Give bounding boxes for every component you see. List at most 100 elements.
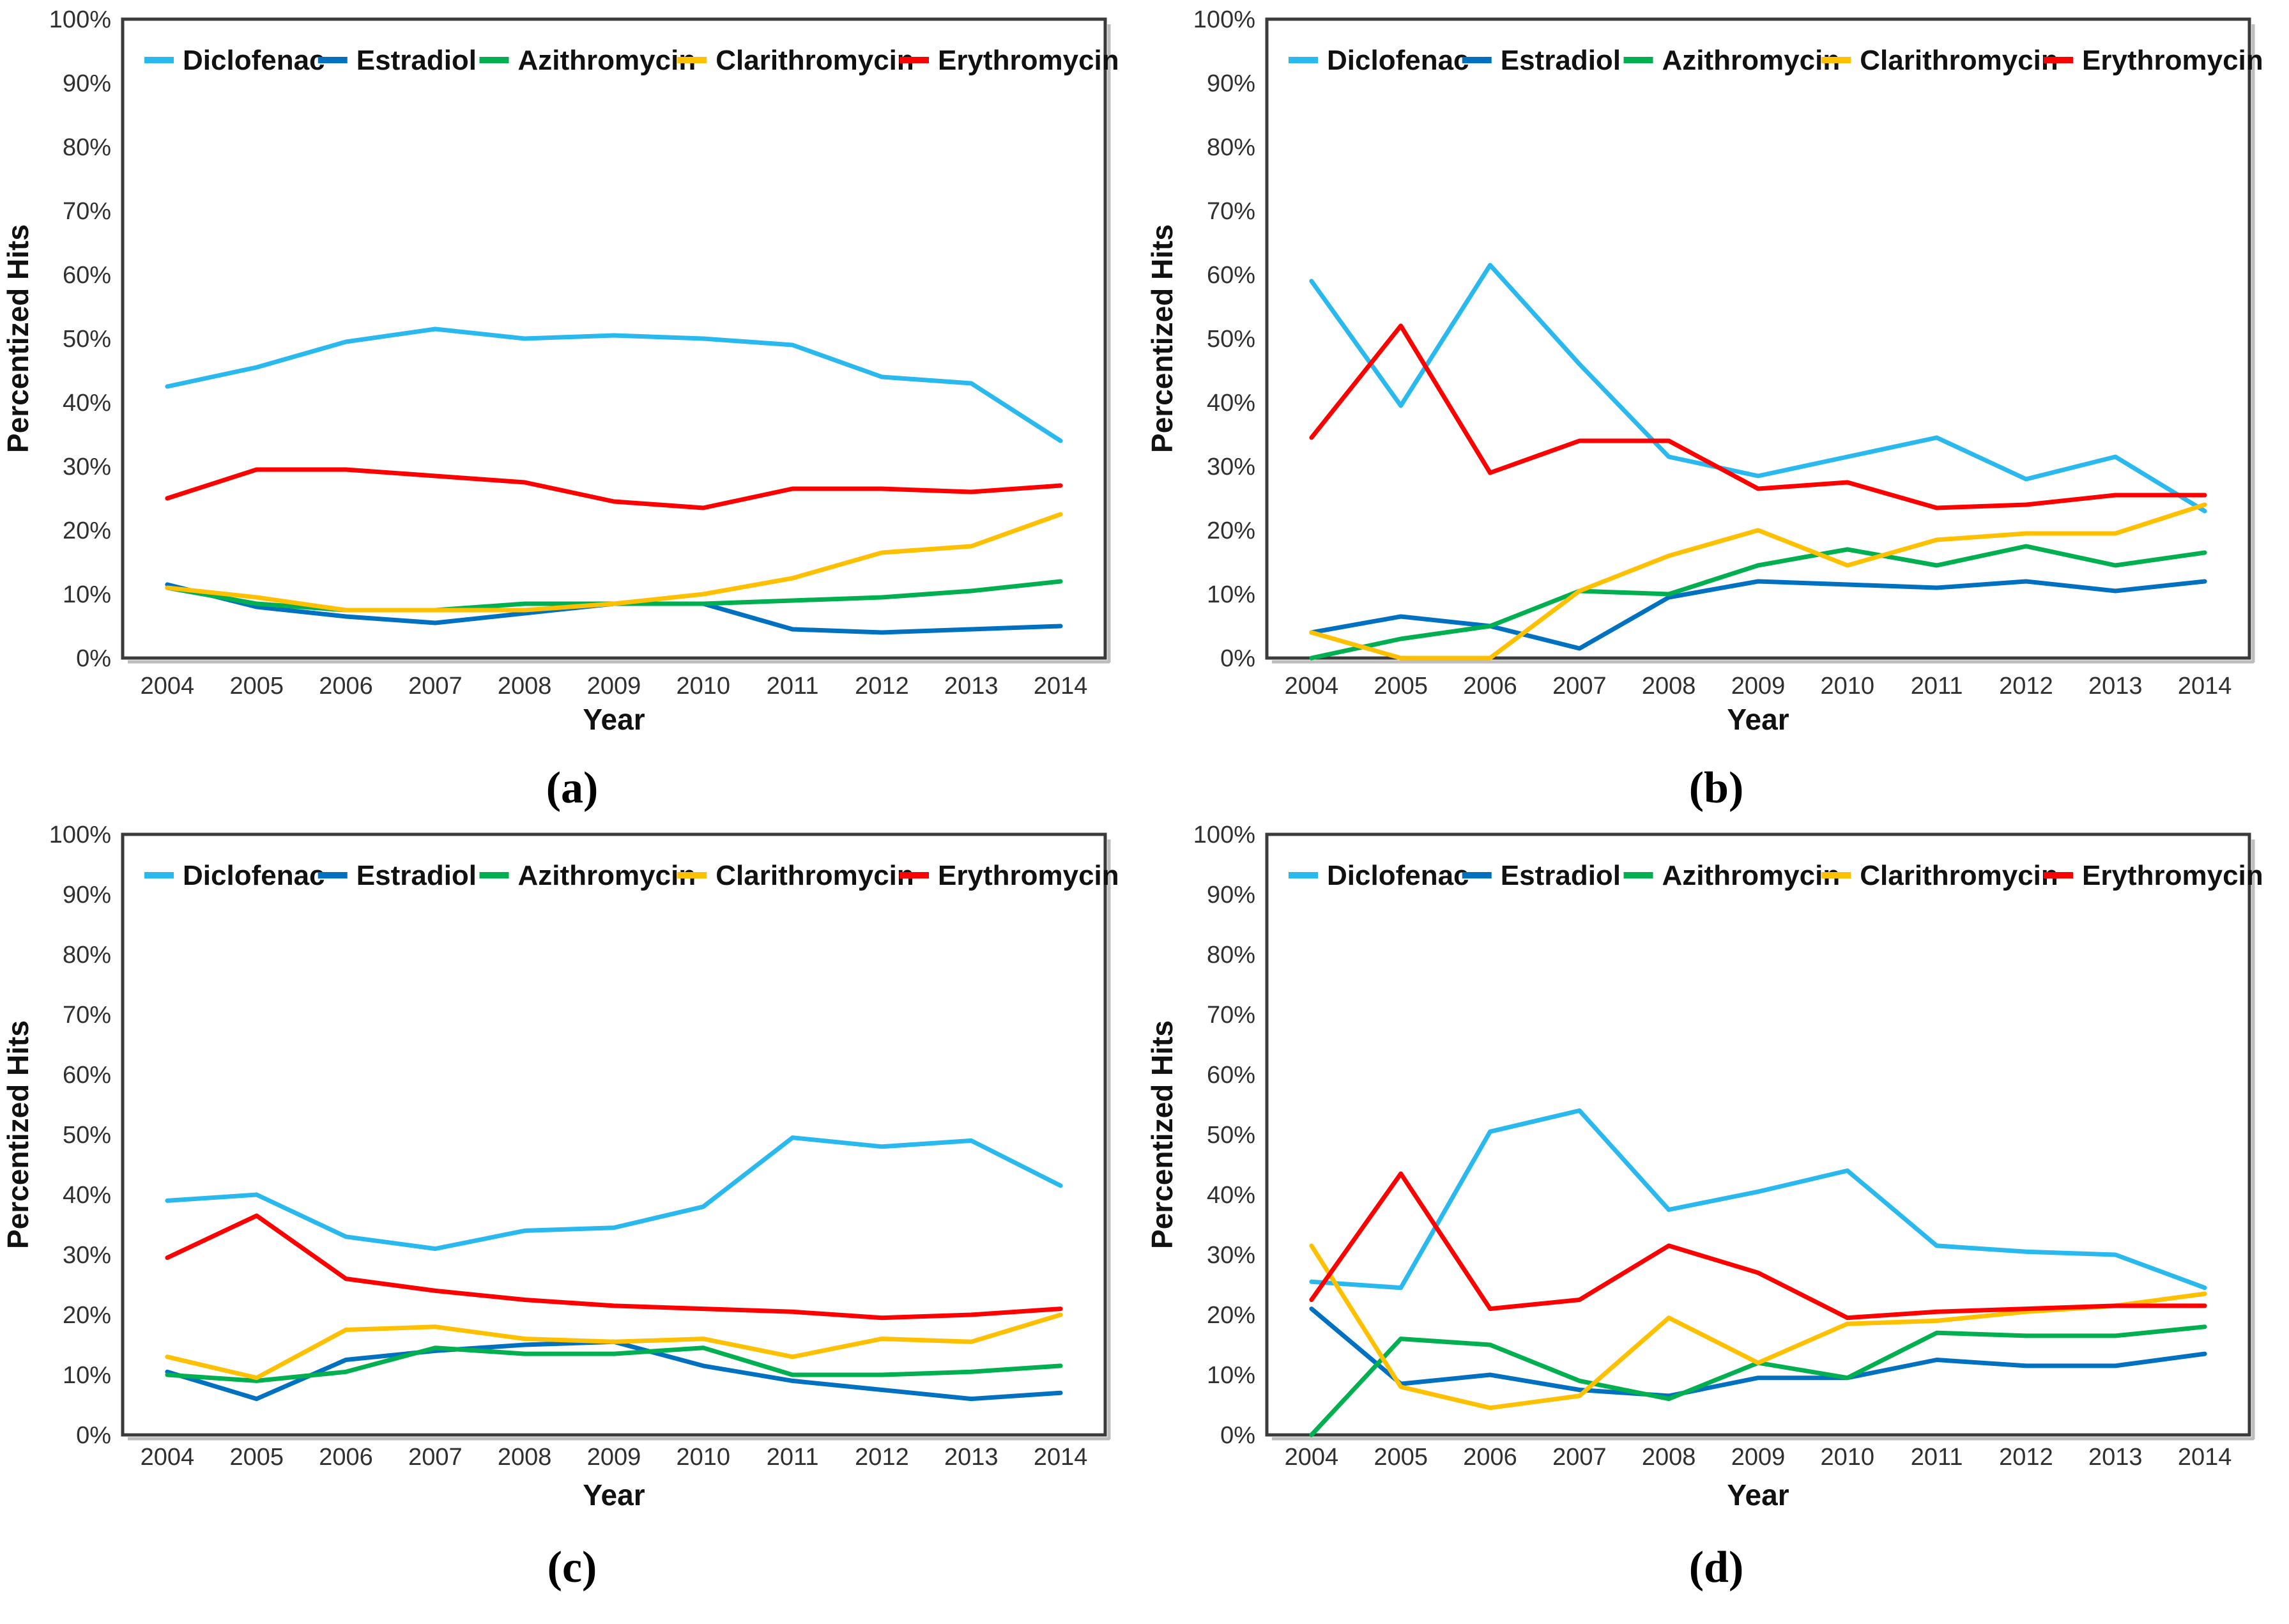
plot-border xyxy=(121,832,1107,1437)
x-tick-label: 2005 xyxy=(229,673,284,700)
series-line-azithromycin xyxy=(1309,544,2207,661)
legend-label-diclofenac: Diclofenac xyxy=(183,860,325,891)
x-tick-label: 2006 xyxy=(1463,1444,1517,1471)
x-tick-label: 2010 xyxy=(677,1444,731,1471)
panel-d-chart: 0% 10% 20% 30% 40% 50% 60% 70% 80% 90% 100% 2004 200… xyxy=(1145,822,2263,1592)
series-line-diclofenac xyxy=(1309,263,2207,514)
y-tick-label: 70% xyxy=(63,198,111,225)
x-tick-label: 2013 xyxy=(2088,673,2143,700)
x-tick-label: 2011 xyxy=(1911,1444,1963,1471)
x-tick-label: 2014 xyxy=(2178,1444,2232,1471)
legend-label-clarithromycin: Clarithromycin xyxy=(1860,45,2058,76)
panel-caption-c: (c) xyxy=(547,1543,597,1592)
x-tick-label: 2006 xyxy=(319,1444,373,1471)
series-line-erythromycin xyxy=(1309,1171,2207,1321)
x-tick-label: 2005 xyxy=(229,1444,284,1471)
x-tick-label: 2014 xyxy=(1034,673,1088,700)
x-tick-label: 2013 xyxy=(2088,1444,2143,1471)
x-tick-label: 2012 xyxy=(1999,673,2053,700)
y-tick-label: 0% xyxy=(1220,1422,1255,1449)
panel-c: 0% 10% 20% 30% 40% 50% 60% 70% 80% 90% 100% 2004 200… xyxy=(0,812,1144,1624)
panel-a: 0% 10% 20% 30% 40% 50% 60% 70% 80% 90% 100% 2004 200… xyxy=(0,0,1144,812)
x-axis-title: Year xyxy=(1727,703,1789,736)
x-tick-label: 2004 xyxy=(1285,1444,1339,1471)
legend-label-clarithromycin: Clarithromycin xyxy=(716,860,914,891)
x-tick-label: 2007 xyxy=(1552,1444,1607,1471)
panel-d: 0% 10% 20% 30% 40% 50% 60% 70% 80% 90% 100% 2004 200… xyxy=(1144,812,2288,1624)
legend-label-clarithromycin: Clarithromycin xyxy=(716,45,914,76)
plot-border xyxy=(121,17,1107,660)
y-tick-label: 50% xyxy=(63,326,111,353)
y-tick-label: 0% xyxy=(76,1422,111,1449)
x-tick-label: 2005 xyxy=(1374,673,1428,700)
y-tick-label: 100% xyxy=(1193,822,1255,848)
x-tick-label: 2010 xyxy=(1821,673,1875,700)
x-tick-label: 2004 xyxy=(141,673,195,700)
y-axis-title: Percentized Hits xyxy=(1145,224,1179,453)
y-tick-label: 40% xyxy=(1207,390,1255,417)
y-axis-title: Percentized Hits xyxy=(1145,1020,1179,1249)
y-tick-label: 60% xyxy=(1207,1062,1255,1089)
x-axis-title: Year xyxy=(583,1478,645,1512)
series-line-erythromycin xyxy=(1309,323,2207,510)
x-axis-title: Year xyxy=(1727,1478,1789,1512)
legend-label-estradiol: Estradiol xyxy=(1501,860,1621,891)
plot-border xyxy=(1265,17,2251,660)
legend-label-erythromycin: Erythromycin xyxy=(2082,45,2263,76)
series-line-erythromycin xyxy=(165,467,1063,510)
y-tick-label: 20% xyxy=(63,517,111,544)
x-tick-label: 2011 xyxy=(767,1444,819,1471)
x-tick-label: 2012 xyxy=(855,1444,909,1471)
x-tick-label: 2009 xyxy=(1731,1444,1786,1471)
series-line-clarithromycin xyxy=(165,512,1063,613)
y-tick-label: 30% xyxy=(1207,454,1255,480)
y-tick-label: 40% xyxy=(63,390,111,417)
x-axis-title: Year xyxy=(583,703,645,736)
y-tick-label: 20% xyxy=(63,1302,111,1329)
y-tick-label: 20% xyxy=(1207,1302,1255,1329)
legend-label-azithromycin: Azithromycin xyxy=(1662,45,1841,76)
x-tick-label: 2009 xyxy=(1731,673,1786,700)
series-line-estradiol xyxy=(1309,579,2207,651)
plot-border xyxy=(1265,832,2251,1437)
x-tick-label: 2008 xyxy=(498,673,552,700)
y-tick-label: 40% xyxy=(63,1182,111,1209)
y-tick-label: 70% xyxy=(63,1002,111,1029)
y-tick-label: 50% xyxy=(1207,1122,1255,1149)
legend-label-azithromycin: Azithromycin xyxy=(518,45,696,76)
y-tick-label: 90% xyxy=(63,70,111,97)
legend-label-azithromycin: Azithromycin xyxy=(518,860,696,891)
x-tick-label: 2011 xyxy=(1911,673,1963,700)
legend-label-diclofenac: Diclofenac xyxy=(1327,45,1469,76)
y-tick-label: 80% xyxy=(63,942,111,969)
legend-label-erythromycin: Erythromycin xyxy=(2082,860,2263,891)
series-line-diclofenac xyxy=(1309,1108,2207,1291)
series-line-estradiol xyxy=(165,1339,1063,1402)
x-tick-label: 2013 xyxy=(944,1444,999,1471)
panel-b-chart: 0% 10% 20% 30% 40% 50% 60% 70% 80% 90% 100% 2004 200… xyxy=(1145,6,2263,812)
x-tick-label: 2007 xyxy=(408,673,463,700)
x-tick-label: 2007 xyxy=(408,1444,463,1471)
y-tick-label: 50% xyxy=(1207,326,1255,353)
x-tick-label: 2006 xyxy=(319,673,373,700)
x-tick-label: 2014 xyxy=(2178,673,2232,700)
series-line-clarithromycin xyxy=(1309,502,2207,661)
series-line-diclofenac xyxy=(165,326,1063,443)
x-tick-label: 2013 xyxy=(944,673,999,700)
x-tick-label: 2007 xyxy=(1552,673,1607,700)
legend-label-azithromycin: Azithromycin xyxy=(1662,860,1841,891)
panel-c-chart: 0% 10% 20% 30% 40% 50% 60% 70% 80% 90% 100% 2004 200… xyxy=(1,822,1119,1592)
y-tick-label: 70% xyxy=(1207,1002,1255,1029)
y-tick-label: 30% xyxy=(63,1242,111,1269)
legend-label-estradiol: Estradiol xyxy=(1501,45,1621,76)
y-tick-label: 60% xyxy=(63,262,111,289)
y-tick-label: 90% xyxy=(1207,70,1255,97)
legend-label-clarithromycin: Clarithromycin xyxy=(1860,860,2058,891)
panel-b: 0% 10% 20% 30% 40% 50% 60% 70% 80% 90% 100% 2004 200… xyxy=(1144,0,2288,812)
panel-caption-a: (a) xyxy=(546,763,599,812)
y-tick-label: 10% xyxy=(63,1362,111,1389)
x-tick-label: 2004 xyxy=(141,1444,195,1471)
series-line-clarithromycin xyxy=(1309,1243,2207,1411)
series-line-erythromycin xyxy=(165,1213,1063,1321)
x-tick-label: 2008 xyxy=(498,1444,552,1471)
